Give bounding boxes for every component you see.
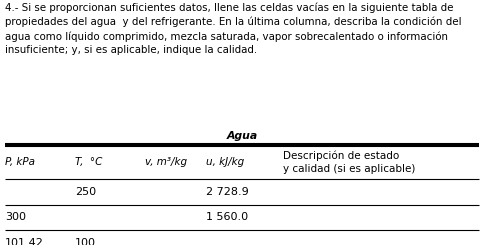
Text: 101.42: 101.42 — [5, 238, 44, 245]
Text: u, kJ/kg: u, kJ/kg — [206, 157, 244, 167]
Text: Descripción de estado
y calidad (si es aplicable): Descripción de estado y calidad (si es a… — [283, 150, 416, 174]
Text: Agua: Agua — [227, 131, 257, 141]
Text: 300: 300 — [5, 212, 26, 222]
Text: 2 728.9: 2 728.9 — [206, 187, 248, 197]
Text: T,  °C: T, °C — [75, 157, 103, 167]
Text: 250: 250 — [75, 187, 96, 197]
Text: v, m³/kg: v, m³/kg — [145, 157, 187, 167]
Text: P, kPa: P, kPa — [5, 157, 35, 167]
Text: 100: 100 — [75, 238, 96, 245]
Text: 1 560.0: 1 560.0 — [206, 212, 248, 222]
Text: 4.- Si se proporcionan suficientes datos, llene las celdas vacías en la siguient: 4.- Si se proporcionan suficientes datos… — [5, 2, 461, 55]
